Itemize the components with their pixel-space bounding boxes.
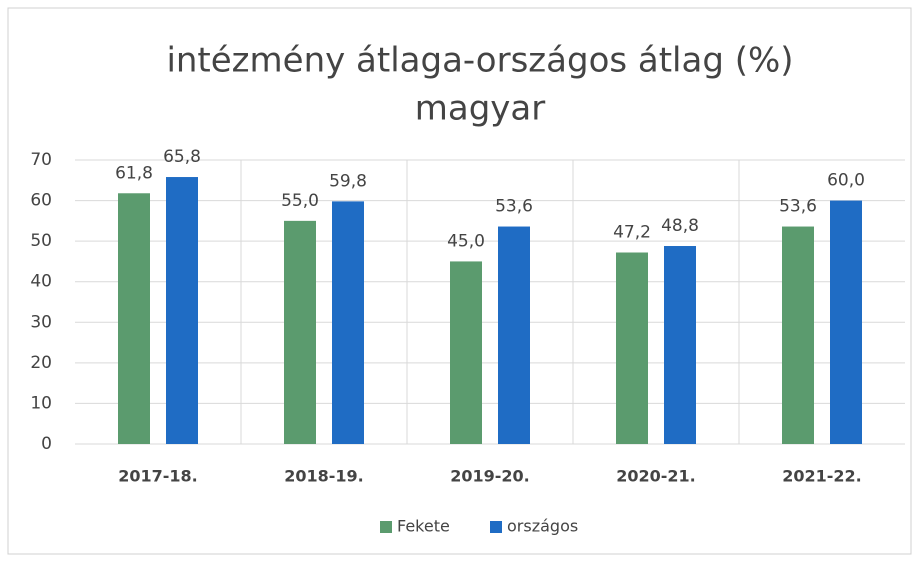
y-tick-label: 10 <box>30 393 52 413</box>
bar <box>284 220 316 444</box>
data-label: 53,6 <box>495 197 533 217</box>
chart-title: intézmény átlaga-országos átlag (%) <box>166 41 793 81</box>
y-tick-label: 50 <box>30 231 52 251</box>
legend-label: Fekete <box>397 517 450 536</box>
y-tick-label: 0 <box>41 434 52 454</box>
bar <box>664 246 696 444</box>
bar <box>782 226 814 444</box>
data-label: 53,6 <box>779 197 817 217</box>
data-label: 60,0 <box>827 171 865 191</box>
x-tick-label: 2021-22. <box>782 467 862 486</box>
bar <box>166 177 198 445</box>
data-label: 48,8 <box>661 216 699 236</box>
data-label: 47,2 <box>613 223 651 243</box>
bar <box>616 252 648 444</box>
x-tick-label: 2018-19. <box>284 467 364 486</box>
data-label: 65,8 <box>163 147 201 167</box>
bar <box>830 200 862 444</box>
y-tick-label: 20 <box>30 353 52 373</box>
bar <box>332 201 364 444</box>
bar <box>450 261 482 444</box>
y-tick-label: 70 <box>30 150 52 170</box>
x-tick-label: 2019-20. <box>450 467 530 486</box>
data-label: 55,0 <box>281 191 319 211</box>
bar <box>498 226 530 444</box>
legend-swatch <box>490 521 502 533</box>
legend-swatch <box>380 521 392 533</box>
bar <box>118 193 150 444</box>
data-label: 59,8 <box>329 171 367 191</box>
y-tick-label: 30 <box>30 312 52 332</box>
y-tick-label: 40 <box>30 272 52 292</box>
x-tick-label: 2020-21. <box>616 467 696 486</box>
data-label: 61,8 <box>115 163 153 183</box>
x-tick-label: 2017-18. <box>118 467 198 486</box>
data-label: 45,0 <box>447 231 485 251</box>
legend-label: országos <box>507 517 578 536</box>
y-tick-label: 60 <box>30 191 52 211</box>
chart-subtitle: magyar <box>415 89 545 129</box>
